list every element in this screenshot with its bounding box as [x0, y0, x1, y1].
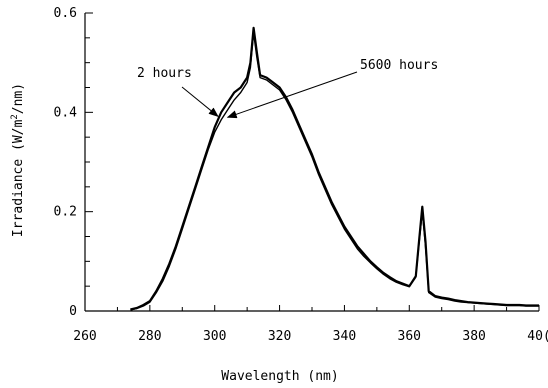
x-tick-label: 280: [138, 329, 161, 344]
y-tick-label: 0.6: [54, 6, 77, 21]
annotation-arrow: [226, 71, 358, 119]
y-ticks: 0 0.2 0.4 0.6: [54, 6, 93, 319]
y-axis-label: Irradiance (W/m2/nm): [10, 83, 26, 237]
annotation-layer: 2 hours 5600 hours: [137, 58, 438, 119]
x-tick-label: 380: [462, 329, 485, 344]
y-tick-label: 0.2: [54, 205, 77, 220]
annotation-label: 5600 hours: [360, 58, 438, 73]
x-tick-label: 360: [398, 329, 421, 344]
x-tick-label: 260: [73, 329, 96, 344]
annotation-label: 2 hours: [137, 66, 192, 81]
annotation-arrow: [181, 86, 219, 117]
x-ticks: 260 280 300 320 340 360 380 40(: [73, 305, 548, 344]
axes: [84, 13, 539, 312]
y-tick-label: 0: [69, 304, 77, 319]
x-axis-label: Wavelength (nm): [221, 369, 338, 384]
x-tick-label: 40(: [527, 329, 548, 344]
series-layer: [130, 26, 539, 311]
x-tick-label: 300: [203, 329, 226, 344]
x-tick-label: 340: [333, 329, 356, 344]
y-tick-label: 0.4: [54, 105, 78, 120]
series-line: [130, 32, 539, 311]
x-tick-label: 320: [268, 329, 291, 344]
